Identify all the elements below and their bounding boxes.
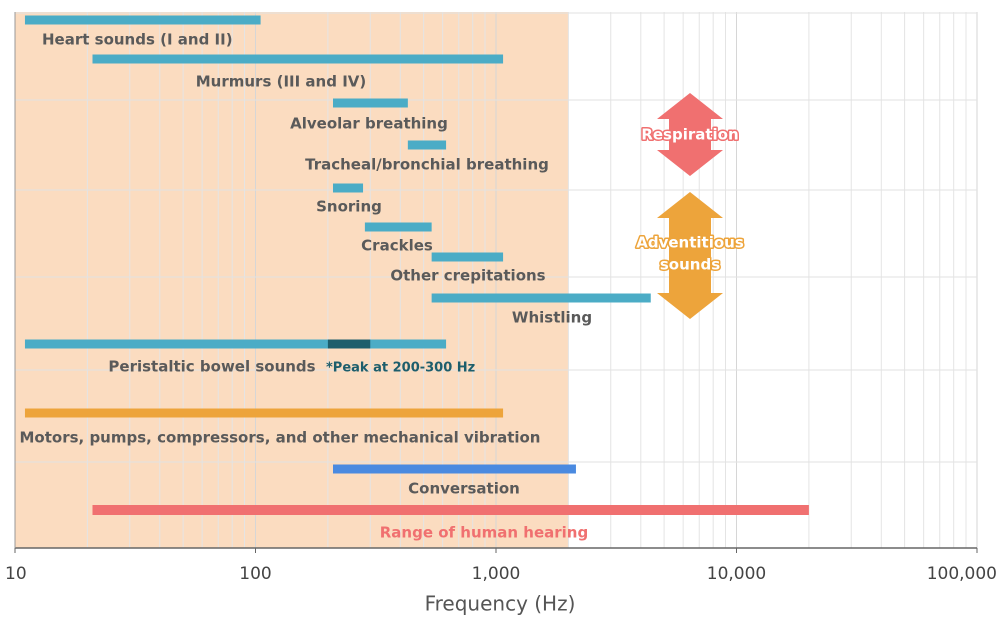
bar-label: Snoring	[316, 198, 382, 216]
range-bar	[364, 222, 432, 232]
range-bar	[332, 464, 576, 474]
bar-label: Tracheal/bronchial breathing	[305, 156, 549, 174]
bar-label: Peristaltic bowel sounds	[108, 358, 315, 376]
annotation-label: Respiration	[641, 126, 738, 144]
range-bar	[431, 252, 504, 262]
x-tick-label: 1,000	[472, 564, 521, 584]
shaded-range	[15, 12, 569, 548]
annotation-label: sounds	[660, 256, 720, 274]
bar-label: Range of human hearing	[380, 524, 588, 542]
peak-label: *Peak at 200-300 Hz	[326, 361, 475, 376]
range-bar	[24, 408, 504, 418]
range-bar	[332, 183, 364, 193]
bar-label: Conversation	[408, 480, 520, 498]
annotation-label: Adventitious	[636, 234, 744, 252]
range-bar	[24, 15, 261, 25]
bar-label: Whistling	[512, 309, 592, 327]
bar-label: Other crepitations	[390, 267, 545, 285]
x-tick-label: 100	[239, 564, 271, 584]
bar-label: Heart sounds (I and II)	[42, 31, 233, 49]
x-tick-label: 100,000	[927, 564, 997, 584]
x-tick-label: 10,000	[707, 564, 766, 584]
annotation-arrow	[657, 93, 723, 176]
range-bar	[92, 505, 809, 515]
range-bar	[407, 140, 447, 150]
range-bar	[24, 339, 447, 349]
x-axis-title: Frequency (Hz)	[425, 592, 576, 616]
range-bar	[332, 98, 408, 108]
range-bar	[431, 293, 651, 303]
annotation-arrow	[657, 192, 723, 319]
bar-label: Murmurs (III and IV)	[196, 73, 367, 91]
bar-label: Motors, pumps, compressors, and other me…	[19, 429, 540, 447]
x-tick-label: 10	[5, 564, 27, 584]
peak-bar	[327, 339, 371, 349]
range-bar	[92, 54, 504, 64]
bar-label: Alveolar breathing	[290, 115, 448, 133]
bar-label: Crackles	[361, 237, 433, 255]
